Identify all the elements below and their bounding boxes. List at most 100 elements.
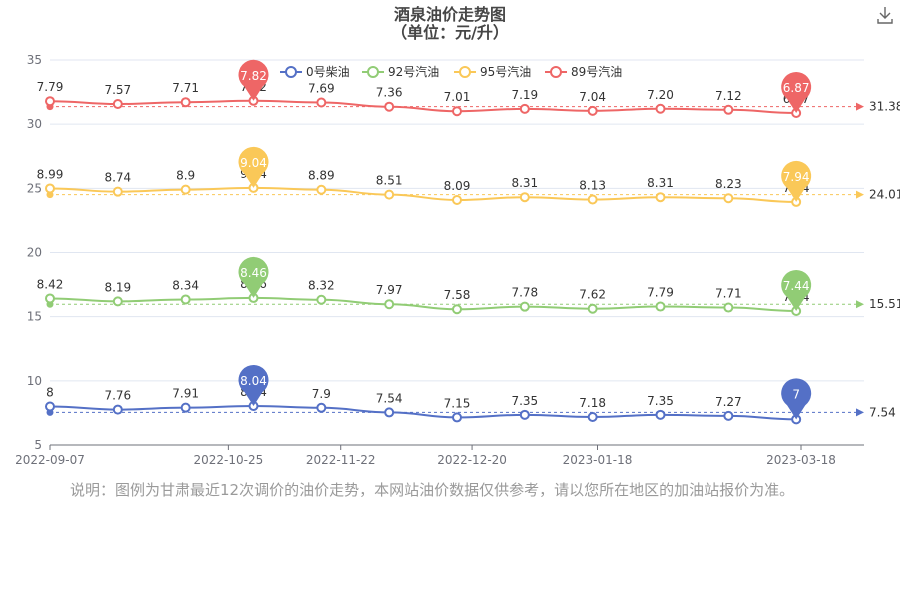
max-marker: 9.04 [238, 146, 269, 188]
series-line [49, 99, 797, 115]
data-label: 7.71 [172, 81, 199, 95]
data-label: 7.20 [647, 88, 674, 102]
y-tick-label: 35 [27, 53, 42, 67]
data-label: 7.35 [511, 394, 538, 408]
data-point [112, 99, 123, 110]
data-point [316, 97, 327, 108]
x-tick-label: 2023-03-18 [766, 453, 836, 467]
y-tick-label: 25 [27, 181, 42, 195]
data-point [655, 103, 666, 114]
download-icon [877, 7, 893, 24]
marker-pin [238, 59, 269, 101]
data-label: 8.74 [104, 171, 131, 185]
data-label: 8.31 [647, 176, 674, 190]
data-point [519, 192, 530, 203]
data-label: 8.9 [176, 169, 195, 183]
chart-subtitle: （单位：元/升） [391, 23, 509, 42]
legend-label: 95号汽油 [480, 64, 531, 79]
legend[interactable]: 0号柴油 92号汽油 95号汽油 89号汽油 [280, 64, 622, 79]
marker-pin-label: 8.46 [240, 266, 267, 280]
marker-pin-label: 7.82 [240, 69, 267, 83]
data-label: 8.31 [511, 176, 538, 190]
data-point [452, 195, 462, 206]
data-label: 8.34 [172, 278, 199, 292]
marker-pin [781, 72, 812, 114]
data-point [316, 402, 327, 413]
series-line [49, 296, 797, 313]
y-tick-label: 30 [27, 117, 42, 131]
x-tick-label: 2022-09-07 [15, 453, 85, 467]
data-point [316, 184, 327, 195]
data-label: 7.12 [715, 89, 742, 103]
series-line [49, 404, 797, 421]
data-label: 7.71 [715, 287, 742, 301]
marker-pin-label: 6.87 [783, 81, 810, 95]
data-label: 8.13 [579, 178, 606, 192]
min-marker: 7.44 [781, 270, 812, 312]
data-point [384, 101, 395, 112]
data-point [452, 412, 462, 423]
data-label: 7.27 [715, 395, 742, 409]
data-label: 8.32 [308, 279, 335, 293]
data-label: 7.97 [376, 283, 403, 297]
data-label: 7.79 [37, 80, 64, 94]
series-0: 7.54 8 7.76 7.91 8.04 7.9 7.54 7.15 7.35 7.18 7.35… [45, 364, 896, 425]
marker-pin [238, 146, 269, 188]
data-label: 8 [46, 386, 54, 400]
series-layer: 7.54 8 7.76 7.91 8.04 7.9 7.54 7.15 7.35 7.18 7.35… [37, 59, 900, 425]
legend-label: 0号柴油 [306, 65, 350, 79]
legend-item-3[interactable]: 89号汽油 [545, 64, 622, 79]
data-label: 7.76 [104, 389, 131, 403]
marker-pin [238, 364, 269, 406]
data-label: 8.09 [444, 179, 471, 193]
data-label: 7.04 [579, 90, 606, 104]
data-label: 7.78 [511, 286, 538, 300]
data-label: 7.36 [376, 86, 403, 100]
legend-label: 92号汽油 [388, 64, 439, 79]
data-point [655, 301, 666, 312]
data-point [45, 401, 55, 412]
min-marker: 6.87 [781, 72, 812, 114]
data-label: 8.51 [376, 174, 403, 188]
average-line-label: 15.51 [869, 297, 900, 311]
legend-item-0[interactable]: 0号柴油 [280, 65, 350, 79]
axes: 5 10 15 20 25 30 35 2022-09-07 2022-10-25 2022-11… [15, 53, 864, 467]
download-button[interactable] [874, 4, 896, 26]
data-label: 7.58 [444, 288, 471, 302]
data-point [384, 189, 395, 200]
data-label: 7.62 [579, 288, 606, 302]
data-label: 7.91 [172, 387, 199, 401]
marker-pin [781, 270, 812, 312]
y-tick-label: 10 [27, 374, 42, 388]
data-point [180, 97, 191, 108]
series-2: 24.01 8.99 8.74 8.9 9.04 8.89 8.51 8.09 8.31 8.13… [37, 146, 900, 207]
data-point [112, 404, 123, 415]
data-point [384, 407, 395, 418]
data-point [112, 186, 123, 197]
max-marker: 7.82 [238, 59, 269, 101]
data-label: 7.54 [376, 391, 403, 405]
average-line-arrow [856, 102, 864, 111]
legend-item-2[interactable]: 95号汽油 [454, 64, 531, 79]
data-point [180, 294, 191, 305]
series-line [49, 186, 797, 203]
data-point [587, 303, 598, 314]
data-point [452, 106, 462, 117]
data-point [587, 194, 598, 205]
legend-symbol [285, 66, 297, 78]
data-label: 7.35 [647, 394, 674, 408]
marker-pin-label: 9.04 [240, 156, 267, 170]
data-label: 8.42 [37, 277, 64, 291]
min-marker: 7.94 [781, 160, 812, 202]
legend-item-1[interactable]: 92号汽油 [362, 64, 439, 79]
data-label: 8.19 [104, 280, 131, 294]
data-point [45, 96, 55, 107]
data-point [587, 105, 598, 116]
marker-pin-label: 7 [792, 387, 800, 401]
series-1: 15.51 8.42 8.19 8.34 8.46 8.32 7.97 7.58 7.78 7.6… [37, 256, 900, 317]
data-point [384, 299, 395, 310]
data-point [519, 301, 530, 312]
data-point [180, 184, 191, 195]
data-point [655, 192, 666, 203]
